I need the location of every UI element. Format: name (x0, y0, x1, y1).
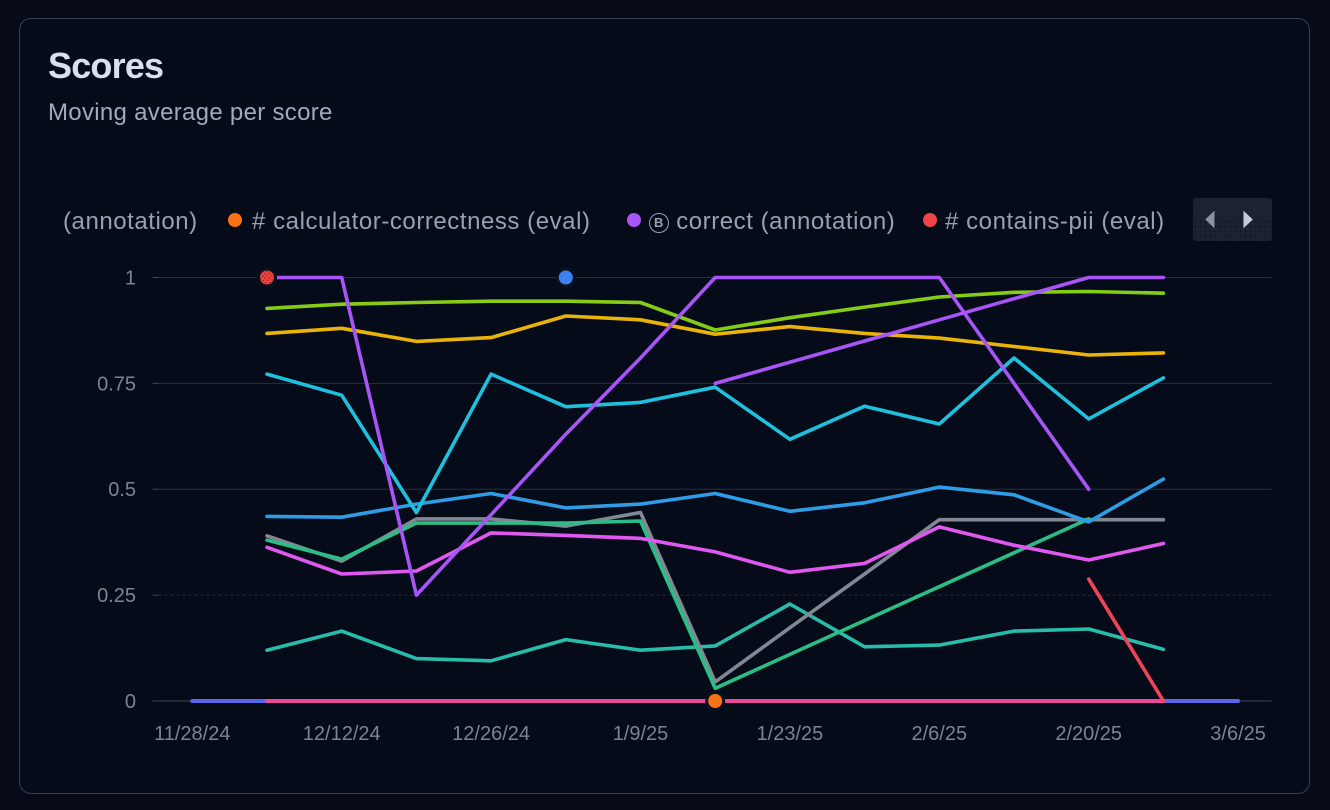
svg-text:1: 1 (125, 268, 136, 290)
svg-text:0: 0 (125, 691, 136, 713)
svg-text:11/28/24: 11/28/24 (154, 723, 230, 745)
svg-text:12/12/24: 12/12/24 (303, 723, 381, 745)
svg-text:3/6/25: 3/6/25 (1210, 723, 1266, 745)
svg-text:2/20/25: 2/20/25 (1055, 723, 1122, 745)
svg-text:0.75: 0.75 (97, 373, 136, 395)
svg-text:2/6/25: 2/6/25 (911, 723, 967, 745)
svg-text:1/23/25: 1/23/25 (757, 723, 824, 745)
svg-text:1/9/25: 1/9/25 (613, 723, 669, 745)
svg-text:0.25: 0.25 (97, 585, 136, 607)
svg-text:12/26/24: 12/26/24 (452, 723, 530, 745)
svg-text:0.5: 0.5 (108, 479, 136, 501)
